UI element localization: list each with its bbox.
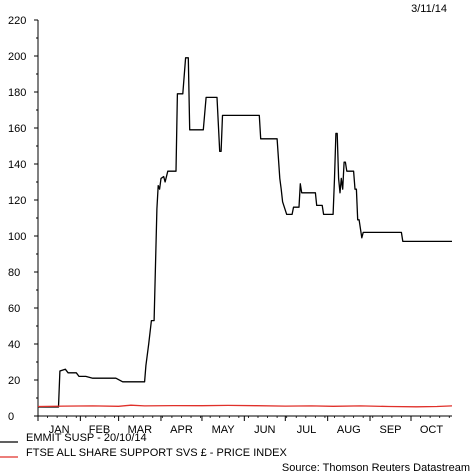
x-tick-label: FEB xyxy=(89,424,110,436)
legend-label-ftse: FTSE ALL SHARE SUPPORT SVS £ - PRICE IND… xyxy=(26,447,287,459)
y-tick-label: 140 xyxy=(8,159,26,171)
y-tick-label: 160 xyxy=(8,123,26,135)
y-tick-label: 180 xyxy=(8,87,26,99)
y-tick-label: 80 xyxy=(8,267,20,279)
x-tick-label: SEP xyxy=(380,424,402,436)
x-tick-label: OCT xyxy=(420,424,444,436)
x-tick-label: MAY xyxy=(212,424,236,436)
y-tick-label: 0 xyxy=(8,411,14,423)
y-tick-label: 100 xyxy=(8,231,26,243)
y-tick-label: 220 xyxy=(8,15,26,27)
x-tick-label: APR xyxy=(170,424,193,436)
x-axis-ticks: JAN FEB MAR APR MAY JUN JUL AUG SEP OCT xyxy=(37,416,450,436)
y-tick-label: 60 xyxy=(8,303,20,315)
legend: EMMIT SUSP - 20/10/14 FTSE ALL SHARE SUP… xyxy=(0,432,287,459)
y-tick-label: 120 xyxy=(8,195,26,207)
x-tick-label: JUN xyxy=(254,424,275,436)
legend-label-emmit: EMMIT SUSP - 20/10/14 xyxy=(26,432,147,444)
x-tick-label: JUL xyxy=(297,424,317,436)
x-tick-label: JAN xyxy=(49,424,70,436)
series-layer xyxy=(37,57,453,408)
x-tick-label: AUG xyxy=(337,424,361,436)
x-tick-label: MAR xyxy=(128,424,153,436)
series-line-ftse xyxy=(37,404,453,408)
y-tick-label: 40 xyxy=(8,339,20,351)
y-axis-ticks: 0 20 40 60 80 100 120 140 160 180 200 220 xyxy=(8,15,38,423)
y-tick-label: 20 xyxy=(8,375,20,387)
date-stamp: 3/11/14 xyxy=(411,3,447,15)
y-tick-label: 200 xyxy=(8,51,26,63)
plot-frame xyxy=(37,20,452,417)
series-line-emmit xyxy=(38,57,452,408)
source-note: Source: Thomson Reuters Datastream xyxy=(282,462,470,474)
